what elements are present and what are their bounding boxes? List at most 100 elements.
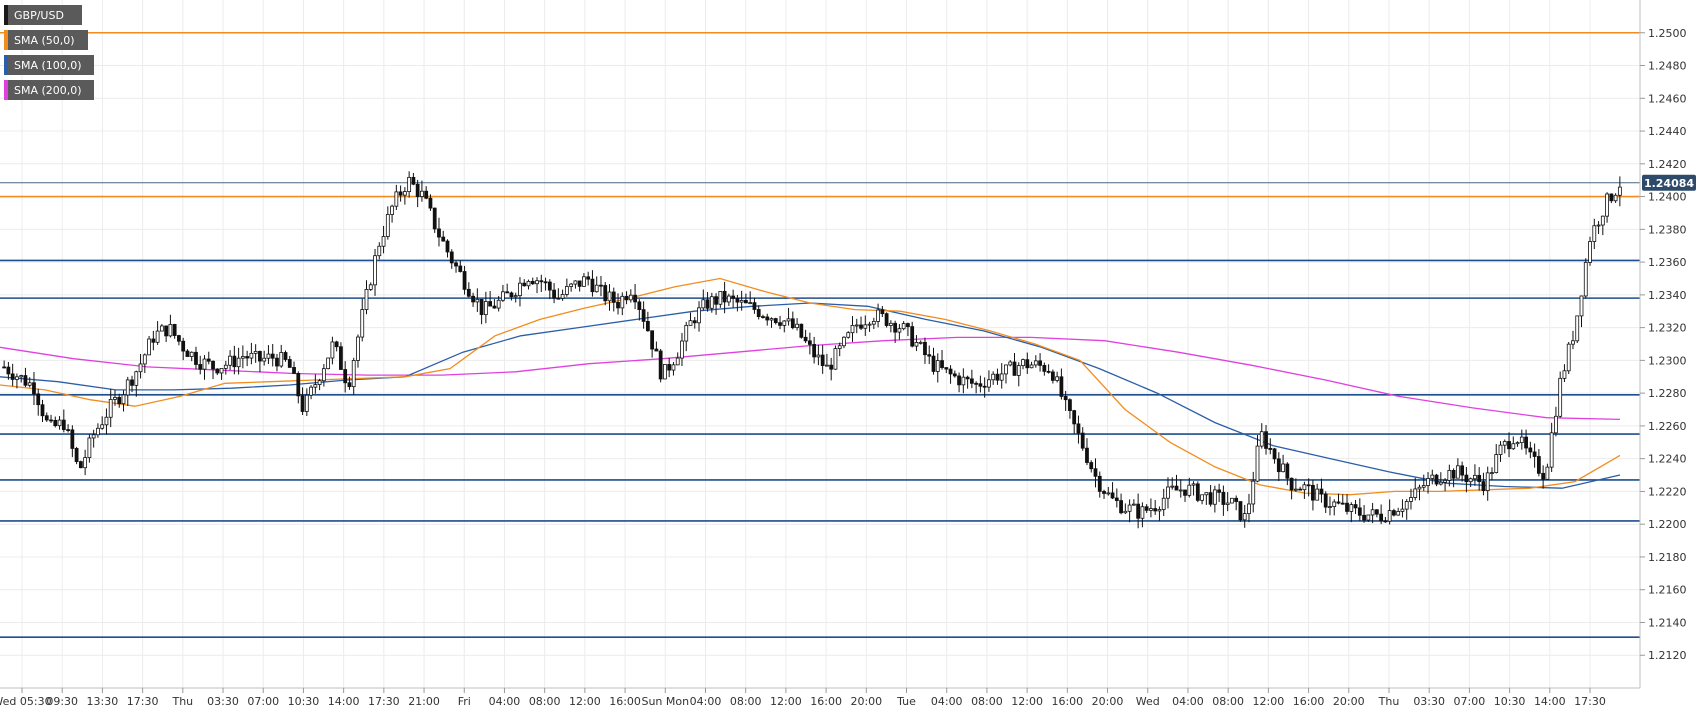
candle (1149, 498, 1153, 518)
candle (1421, 474, 1426, 492)
candle (769, 317, 774, 328)
candle (108, 388, 113, 428)
candle (91, 429, 96, 448)
candle (961, 368, 966, 394)
candle (863, 315, 868, 336)
candle (458, 260, 463, 273)
candle (675, 352, 680, 366)
candle (897, 324, 902, 340)
candle (177, 334, 181, 346)
x-tick-label: Wed (1136, 695, 1160, 708)
candle (428, 194, 433, 211)
candle (752, 297, 757, 314)
candle (547, 279, 552, 300)
legend-label: SMA (100,0) (14, 59, 82, 72)
legend-item[interactable]: SMA (100,0) (4, 55, 94, 75)
candle (1485, 466, 1490, 501)
candle (381, 225, 386, 254)
candle (867, 321, 872, 332)
candle (871, 317, 876, 330)
candle (236, 347, 241, 375)
candle (1515, 441, 1520, 447)
candle (1396, 507, 1401, 516)
x-tick-label: 20:00 (850, 695, 882, 708)
candle (1528, 441, 1533, 459)
candle (509, 291, 514, 301)
candle (245, 350, 250, 367)
candle (692, 316, 697, 329)
candle (83, 449, 88, 476)
legend-item[interactable]: GBP/USD (4, 5, 82, 25)
y-tick-label: 1.2440 (1648, 125, 1687, 138)
candle (850, 316, 855, 342)
candle (1033, 355, 1038, 368)
candle (437, 217, 441, 247)
candle (415, 179, 420, 208)
candle (846, 331, 851, 339)
candle (53, 416, 58, 428)
candle (1247, 493, 1251, 523)
candle (820, 345, 825, 374)
candle (1306, 478, 1311, 497)
y-tick-label: 1.2260 (1648, 420, 1687, 433)
candle (398, 185, 403, 202)
candle (168, 314, 173, 338)
candle (1532, 443, 1537, 468)
candle (799, 323, 804, 339)
candle (803, 329, 808, 344)
candle (607, 284, 612, 311)
candle (637, 299, 642, 321)
candle (1021, 358, 1025, 370)
candle (2, 360, 7, 369)
candle (1404, 499, 1409, 520)
candle (1332, 499, 1337, 516)
candle (394, 184, 399, 210)
candle (1451, 468, 1456, 488)
candle (347, 376, 352, 390)
candle (854, 318, 859, 334)
candle (1004, 364, 1008, 384)
y-tick-label: 1.2360 (1648, 256, 1687, 269)
candle (364, 280, 369, 315)
candle (351, 357, 356, 396)
x-tick-label: 07:00 (1454, 695, 1486, 708)
candle (1609, 193, 1614, 204)
candle (1230, 497, 1234, 504)
candle (151, 330, 156, 351)
candle (1400, 499, 1405, 518)
candle (739, 290, 744, 311)
candle (492, 299, 497, 309)
candle (1328, 496, 1332, 516)
candle (1374, 508, 1379, 518)
candle (1298, 486, 1303, 491)
candle (807, 332, 812, 355)
candle (1519, 429, 1524, 450)
candle (44, 412, 49, 422)
legend-item[interactable]: SMA (200,0) (4, 80, 94, 100)
candle (1110, 482, 1115, 500)
legend-item[interactable]: SMA (50,0) (4, 30, 88, 50)
candle (1166, 477, 1170, 509)
candle (194, 346, 198, 370)
candle (36, 388, 41, 416)
candle (253, 344, 258, 363)
candle (228, 350, 232, 371)
candle (513, 292, 518, 303)
candle (164, 325, 169, 343)
candle (701, 289, 706, 311)
candle (402, 187, 407, 205)
candle (816, 344, 821, 366)
candle (134, 370, 139, 397)
candle (697, 301, 701, 332)
candle (650, 330, 655, 358)
candle (258, 350, 262, 373)
candle (1336, 493, 1341, 505)
candle (334, 340, 339, 352)
candle (1161, 488, 1166, 517)
candle (1089, 460, 1094, 473)
y-tick-label: 1.2200 (1648, 518, 1687, 531)
candle (475, 288, 480, 312)
candle (586, 271, 591, 286)
x-tick-label: 12:00 (569, 695, 601, 708)
candle (1255, 435, 1260, 483)
